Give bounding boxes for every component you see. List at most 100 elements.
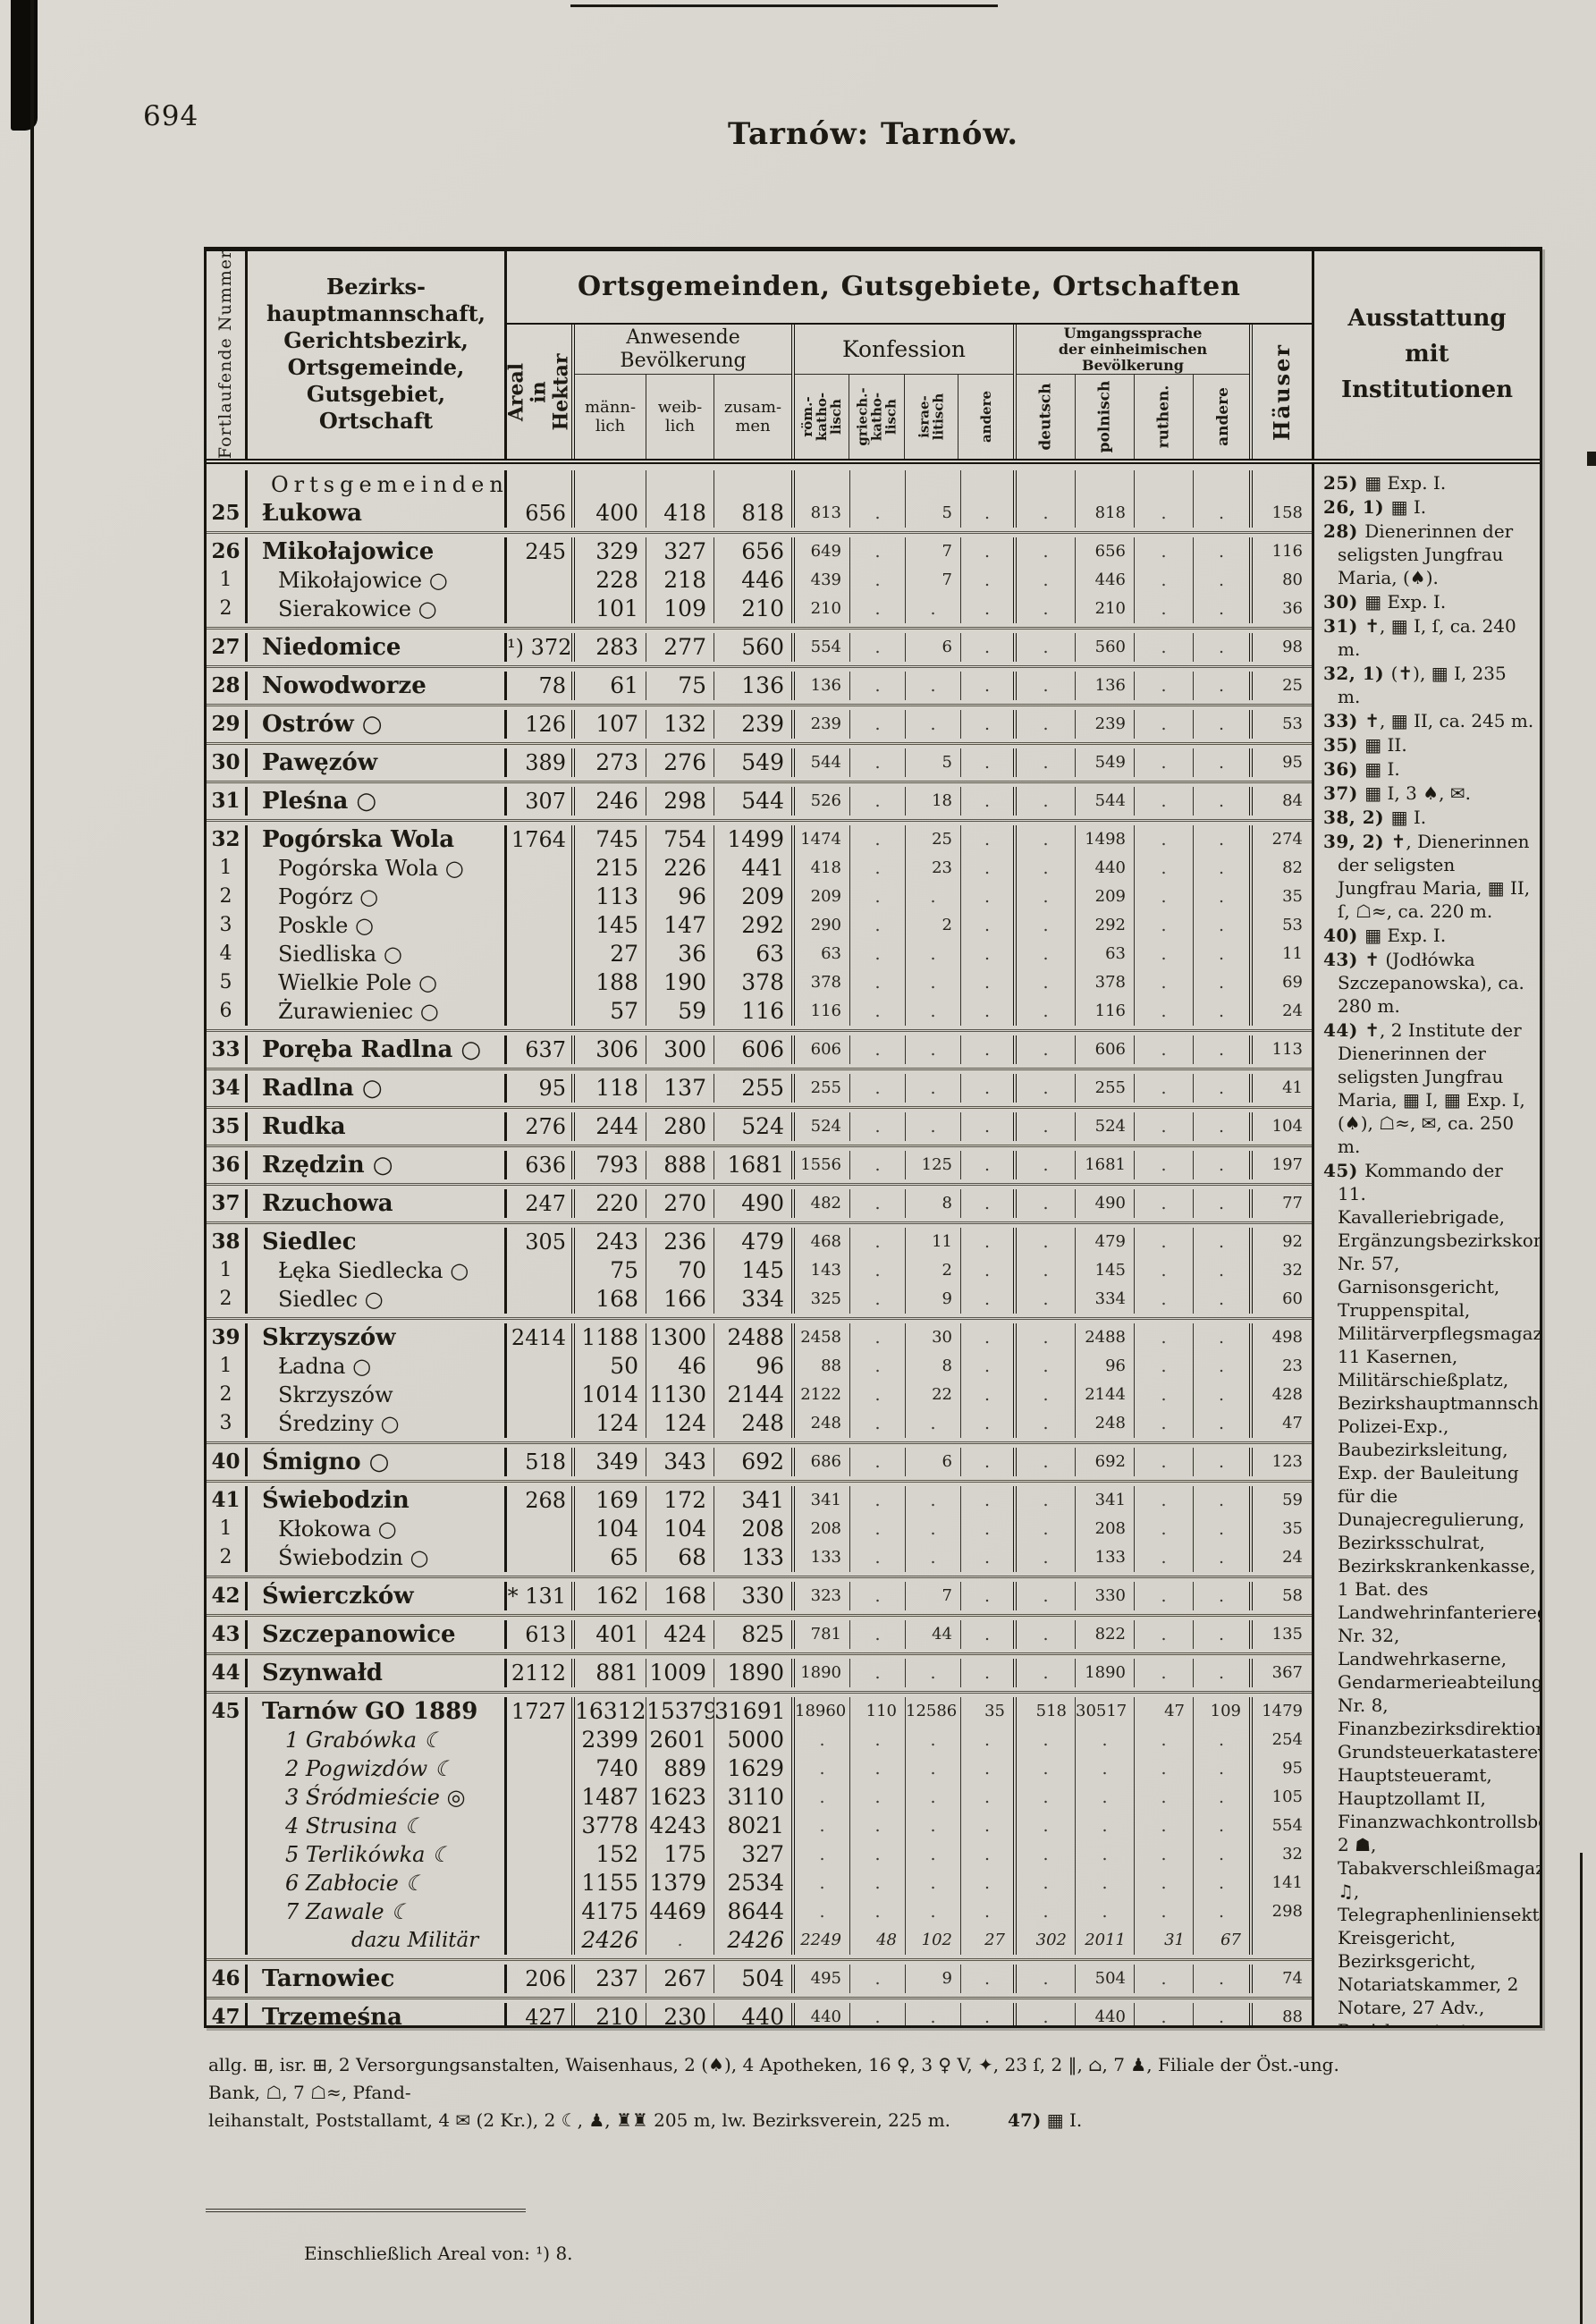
cell-areal xyxy=(507,1840,575,1869)
cell-locality-name: Rzuchowa xyxy=(248,1189,507,1218)
cell-weiblich: 267 xyxy=(646,1965,714,1993)
cell-number: 45 xyxy=(207,1697,248,1726)
table-row: 1 Kłokowa ○ 104 104 208 208.... 208.. 35 xyxy=(207,1515,1312,1543)
cell-maennlich: 101 xyxy=(575,595,646,623)
cell-konfession-3: . xyxy=(961,2003,1017,2025)
cell-areal xyxy=(507,1869,575,1897)
cell-konfession-0: 440 xyxy=(795,2003,850,2025)
cell-haeuser: 113 xyxy=(1271,1040,1303,1059)
cell-number: 41 xyxy=(207,1486,248,1515)
cell-weiblich: 68 xyxy=(646,1543,714,1572)
cell-sprache-0: . xyxy=(1017,710,1076,739)
cell-sprache-1: . xyxy=(1076,1869,1135,1897)
cell-weiblich: 4469 xyxy=(646,1897,714,1926)
cell-zusammen: 440 xyxy=(714,2003,795,2025)
cell-maennlich: 145 xyxy=(575,911,646,940)
cell-sprache-3: . xyxy=(1194,1323,1253,1352)
cell-areal: 126 xyxy=(507,710,575,739)
footnote-line1: allg. ⊞, isr. ⊞, 2 Versorgungsanstalten,… xyxy=(208,2054,1339,2103)
note-item: 44) ✝, 2 Institute der Dienerinnen der s… xyxy=(1323,1019,1525,1157)
cell-konfession-0: 209 xyxy=(795,883,850,911)
cell-maennlich: 283 xyxy=(575,633,646,662)
cell-sprache-2: . xyxy=(1135,633,1194,662)
cell-konfession-0: 439 xyxy=(795,566,850,595)
cell-locality-name: Szynwałd xyxy=(248,1659,507,1687)
cell-konfession-2: 44 xyxy=(906,1620,961,1649)
cell-zusammen: 2488 xyxy=(714,1323,795,1352)
cell-areal xyxy=(507,1754,575,1783)
cell-haeuser: 95 xyxy=(1282,1759,1303,1778)
page-title: Tarnów: Tarnów. xyxy=(727,116,1019,152)
cell-konfession-2: 125 xyxy=(906,1151,961,1179)
table-group: Ortsgemeinden: 25 Łukowa 656 400 418 818 813. 5.… xyxy=(207,467,1312,531)
cell-sprache-1: 133 xyxy=(1076,1543,1135,1572)
cell-sprache-1: 136 xyxy=(1076,672,1135,700)
cell-sprache-0: . xyxy=(1017,1620,1076,1649)
cell-sprache-1: 440 xyxy=(1076,2003,1135,2025)
cell-weiblich: 137 xyxy=(646,1074,714,1103)
cell-weiblich: 59 xyxy=(646,997,714,1026)
cell-number: 1 xyxy=(207,1256,248,1285)
cell-konfession-2: 9 xyxy=(906,1285,961,1314)
cell-weiblich: 889 xyxy=(646,1754,714,1783)
cell-konfession-2: 5 xyxy=(906,748,961,777)
areal-footnote: Einschließlich Areal von: ¹) 8. xyxy=(304,2243,573,2264)
cell-haeuser: 95 xyxy=(1282,753,1303,772)
cell-sprache-3: . xyxy=(1194,1189,1253,1218)
cell-areal xyxy=(507,1812,575,1840)
note-item: 39, 2) ✝, Dienerinnen der seligsten Jung… xyxy=(1323,831,1531,922)
cell-number: 1 xyxy=(207,566,248,595)
cell-zusammen: 479 xyxy=(714,1228,795,1256)
cell-maennlich: 401 xyxy=(575,1620,646,1649)
cell-konfession-0: 378 xyxy=(795,968,850,997)
cell-sprache-3: . xyxy=(1194,968,1253,997)
cell-sprache-2: . xyxy=(1135,787,1194,816)
cell-weiblich: 280 xyxy=(646,1112,714,1141)
cell-maennlich: 273 xyxy=(575,748,646,777)
cell-sprache-2: . xyxy=(1135,566,1194,595)
cell-weiblich: 298 xyxy=(646,787,714,816)
cell-maennlich: 107 xyxy=(575,710,646,739)
cell-zusammen: 504 xyxy=(714,1965,795,1993)
cell-sprache-3: 109 xyxy=(1194,1697,1253,1726)
cell-konfession-0: 686 xyxy=(795,1448,850,1476)
cell-haeuser: 98 xyxy=(1282,638,1303,656)
cell-haeuser: 298 xyxy=(1271,1902,1303,1921)
cell-sprache-0: . xyxy=(1017,1754,1076,1783)
cell-sprache-3: . xyxy=(1194,566,1253,595)
cell-konfession-1: . xyxy=(850,1726,906,1754)
table-group: 26 Mikołajowice 245 329 327 656 649. 7.. 656.. 11… xyxy=(207,531,1312,627)
cell-areal: 518 xyxy=(507,1448,575,1476)
cell-konfession-1: . xyxy=(850,1074,906,1103)
cell-number: 39 xyxy=(207,1323,248,1352)
cell-sprache-2: . xyxy=(1135,1620,1194,1649)
cell-maennlich: 881 xyxy=(575,1659,646,1687)
cell-konfession-0: 18960 xyxy=(795,1697,850,1726)
cell-konfession-1: 48 xyxy=(850,1926,906,1955)
cell-sprache-3: . xyxy=(1194,499,1253,528)
cell-weiblich: 754 xyxy=(646,825,714,854)
cell-haeuser: 32 xyxy=(1282,1261,1303,1280)
cell-konfession-2: . xyxy=(906,1112,961,1141)
table-group: 31 Pleśna ○ 307 246 298 544 526. 18.. 544.. 84 xyxy=(207,781,1312,819)
cell-weiblich: 168 xyxy=(646,1582,714,1610)
cell-konfession-3: . xyxy=(961,997,1017,1026)
table-group: 34 Radlna ○ 95 118 137 255 255.... 255.. 41 xyxy=(207,1068,1312,1106)
cell-sprache-2: . xyxy=(1135,1897,1194,1926)
cell-weiblich: 343 xyxy=(646,1448,714,1476)
page-number: 694 xyxy=(143,100,199,132)
cell-sprache-0: . xyxy=(1017,499,1076,528)
cell-sprache-1: 818 xyxy=(1076,499,1135,528)
cell-sprache-3: . xyxy=(1194,1074,1253,1103)
cell-number: 28 xyxy=(207,672,248,700)
cell-sprache-3: . xyxy=(1194,1112,1253,1141)
cell-zusammen: 239 xyxy=(714,710,795,739)
cell-konfession-3: . xyxy=(961,1659,1017,1687)
cell-konfession-0: . xyxy=(795,1783,850,1812)
table-group: 29 Ostrów ○ 126 107 132 239 239.... 239.. 53 xyxy=(207,704,1312,742)
header-col-sprache-andere: andere xyxy=(1213,387,1232,446)
cell-maennlich: 16312 xyxy=(575,1697,646,1726)
cell-haeuser: 69 xyxy=(1282,973,1303,992)
cell-weiblich: 4243 xyxy=(646,1812,714,1840)
cell-haeuser: 197 xyxy=(1271,1155,1303,1174)
